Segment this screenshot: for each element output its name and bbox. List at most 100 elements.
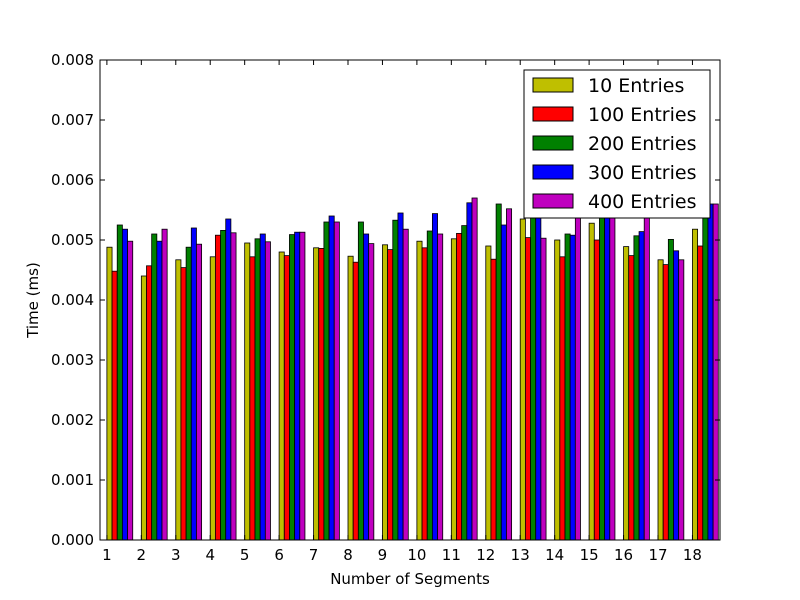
x-tick-label: 18 bbox=[683, 546, 702, 564]
y-tick-label: 0.004 bbox=[51, 291, 94, 309]
bar-5-8 bbox=[368, 243, 375, 541]
bar-5-1 bbox=[127, 240, 134, 541]
bar-4-6 bbox=[294, 231, 301, 541]
bar-5-4 bbox=[230, 232, 237, 541]
x-tick-label: 4 bbox=[205, 546, 215, 564]
bar-5-9 bbox=[402, 228, 409, 541]
bars-group bbox=[106, 197, 719, 541]
y-tick-label: 0.001 bbox=[51, 471, 94, 489]
bar-3-4 bbox=[220, 229, 227, 541]
bar-4-7 bbox=[328, 215, 335, 541]
bar-4-18 bbox=[707, 203, 714, 541]
x-tick-label: 17 bbox=[648, 546, 667, 564]
y-tick-label: 0.000 bbox=[51, 531, 94, 549]
bar-5-13 bbox=[540, 237, 547, 541]
legend-swatch bbox=[532, 135, 574, 151]
y-tick-label: 0.006 bbox=[51, 171, 94, 189]
x-tick-label: 2 bbox=[137, 546, 147, 564]
bar-2-17 bbox=[662, 264, 669, 541]
bar-3-16 bbox=[633, 235, 640, 541]
legend-label: 300 Entries bbox=[588, 162, 696, 184]
bar-3-8 bbox=[357, 221, 364, 541]
x-tick-label: 16 bbox=[614, 546, 633, 564]
bar-4-4 bbox=[225, 218, 232, 541]
bar-2-2 bbox=[146, 265, 153, 541]
bar-3-6 bbox=[289, 234, 296, 541]
bar-2-16 bbox=[628, 255, 635, 541]
bar-4-12 bbox=[500, 224, 507, 541]
y-axis-label: Time (ms) bbox=[24, 262, 42, 339]
bar-1-15 bbox=[588, 222, 595, 541]
x-tick-label: 3 bbox=[171, 546, 181, 564]
bar-2-5 bbox=[249, 256, 256, 541]
bar-1-8 bbox=[347, 255, 354, 541]
bar-1-4 bbox=[209, 256, 216, 541]
bar-5-2 bbox=[161, 228, 168, 541]
bar-2-15 bbox=[593, 239, 600, 541]
bar-2-9 bbox=[387, 249, 394, 541]
bar-3-13 bbox=[530, 203, 537, 541]
bar-2-6 bbox=[283, 255, 290, 541]
bar-1-16 bbox=[623, 246, 630, 541]
bar-4-15 bbox=[604, 203, 611, 541]
x-tick-label: 11 bbox=[442, 546, 461, 564]
x-tick-label: 1 bbox=[102, 546, 112, 564]
bar-3-17 bbox=[667, 238, 674, 541]
bar-2-12 bbox=[490, 258, 497, 541]
bar-5-15 bbox=[609, 203, 616, 541]
legend-label: 100 Entries bbox=[588, 104, 696, 126]
x-axis-label: Number of Segments bbox=[330, 570, 490, 588]
bar-5-18 bbox=[712, 203, 719, 541]
bar-1-12 bbox=[485, 245, 492, 541]
bar-3-12 bbox=[495, 203, 502, 541]
bar-2-10 bbox=[421, 247, 428, 541]
y-tick-label: 0.005 bbox=[51, 231, 94, 249]
y-ticks-group: 0.000 0.001 0.002 0.003 0.004 0.005 0.006 0.007… bbox=[51, 51, 720, 549]
bar-4-17 bbox=[673, 250, 680, 541]
bar-3-14 bbox=[564, 233, 571, 541]
bar-4-11 bbox=[466, 202, 473, 541]
bar-3-10 bbox=[426, 230, 433, 541]
bar-5-10 bbox=[437, 233, 444, 541]
bar-2-3 bbox=[180, 267, 187, 541]
bar-5-11 bbox=[471, 197, 478, 541]
x-tick-label: 10 bbox=[407, 546, 426, 564]
bar-3-11 bbox=[461, 225, 468, 541]
y-tick-label: 0.003 bbox=[51, 351, 94, 369]
legend-swatch bbox=[532, 106, 574, 122]
y-tick-label: 0.002 bbox=[51, 411, 94, 429]
bar-2-4 bbox=[214, 234, 221, 541]
x-tick-label: 5 bbox=[240, 546, 250, 564]
bar-3-7 bbox=[323, 221, 330, 541]
bar-4-5 bbox=[259, 233, 266, 541]
bar-3-2 bbox=[151, 233, 158, 541]
bar-1-10 bbox=[416, 240, 423, 541]
bar-4-1 bbox=[121, 228, 128, 541]
legend-label: 10 Entries bbox=[588, 75, 684, 97]
bar-1-18 bbox=[692, 228, 699, 541]
bar-4-2 bbox=[156, 240, 163, 541]
bar-5-12 bbox=[506, 208, 513, 541]
bar-1-13 bbox=[519, 218, 526, 541]
bar-3-15 bbox=[599, 203, 606, 541]
bar-1-2 bbox=[140, 275, 147, 541]
bar-2-11 bbox=[456, 232, 463, 541]
bar-1-17 bbox=[657, 259, 664, 541]
bar-4-13 bbox=[535, 203, 542, 541]
bar-4-9 bbox=[397, 212, 404, 541]
x-tick-label: 12 bbox=[476, 546, 495, 564]
bar-5-14 bbox=[574, 215, 581, 541]
legend-label: 400 Entries bbox=[588, 191, 696, 213]
x-tick-label: 15 bbox=[580, 546, 599, 564]
bar-1-1 bbox=[106, 246, 113, 541]
bar-2-13 bbox=[524, 237, 531, 541]
y-tick-label: 0.007 bbox=[51, 111, 94, 129]
bar-3-9 bbox=[392, 219, 399, 541]
bar-2-14 bbox=[559, 256, 566, 541]
bar-1-9 bbox=[382, 244, 389, 541]
x-ticks-group: 1 2 3 4 5 6 7 8 9 10 11 12 13 14 15 16 17 18 bbox=[102, 60, 702, 564]
x-tick-label: 14 bbox=[545, 546, 564, 564]
bar-2-8 bbox=[352, 261, 359, 541]
x-tick-label: 6 bbox=[274, 546, 284, 564]
